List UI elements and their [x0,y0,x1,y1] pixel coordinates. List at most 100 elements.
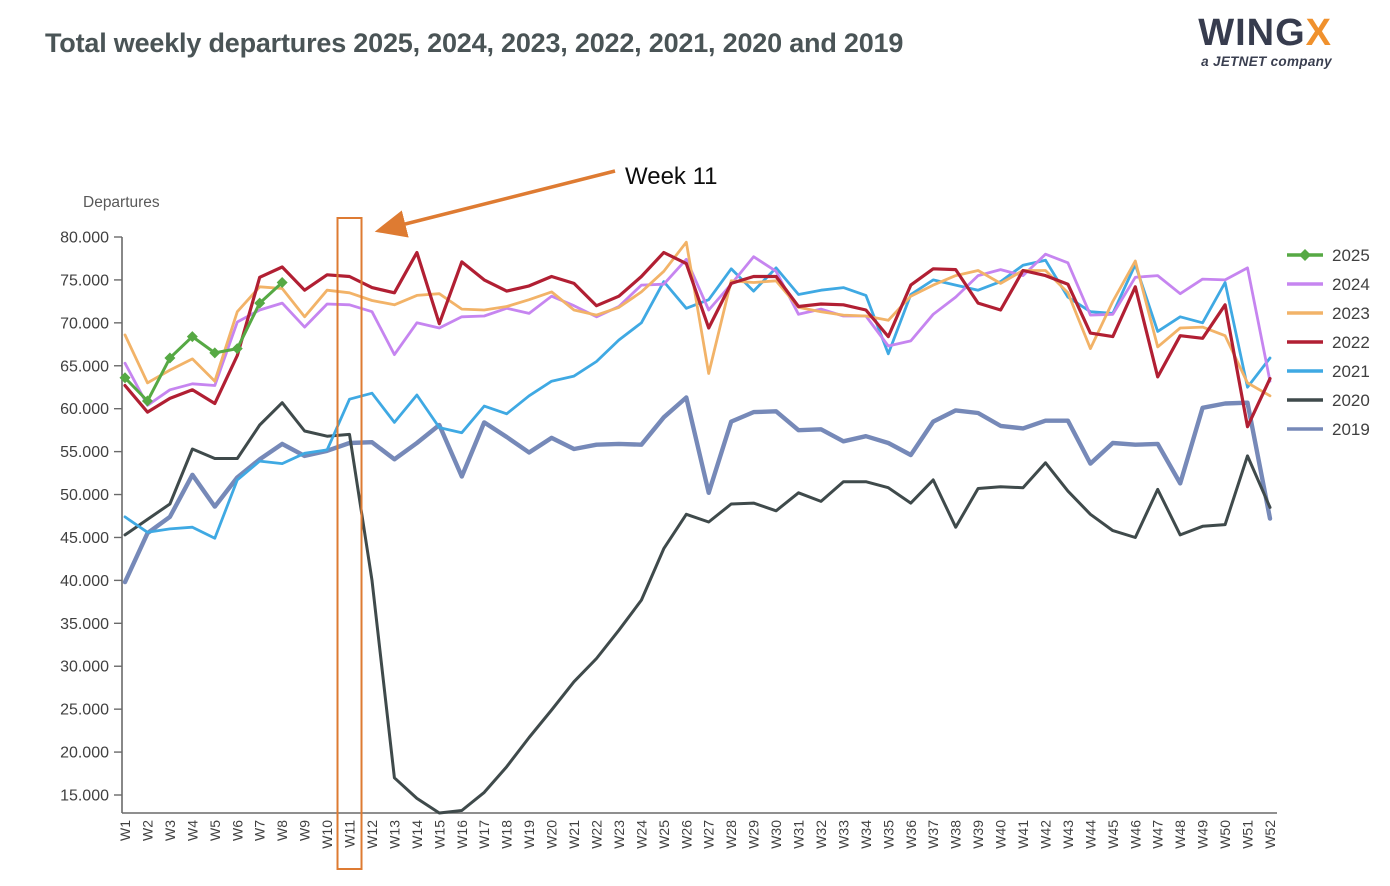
x-tick-label: W22 [588,820,604,849]
x-tick-label: W51 [1240,820,1256,849]
wingx-wordmark: WINGX [1198,14,1332,52]
x-tick-label: W8 [274,820,290,841]
y-tick-label: 20.000 [60,745,109,762]
legend-marker-2025 [1299,249,1311,261]
x-tick-label: W42 [1037,820,1053,849]
series-line-2022 [123,250,1272,429]
x-tick-label: W38 [948,820,964,849]
legend-label-2025: 2025 [1332,246,1370,265]
y-axis-title: Departures [83,194,160,211]
y-tick-label: 35.000 [60,616,109,633]
week11-annotation: Week 11 [336,163,718,870]
legend-label-2019: 2019 [1332,420,1370,439]
x-tick-label: W41 [1015,820,1031,849]
x-tick-label: W36 [903,820,919,849]
x-tick-label: W35 [880,820,896,849]
x-tick-label: W6 [229,820,245,841]
x-tick-label: W47 [1150,820,1166,849]
legend-label-2024: 2024 [1332,275,1370,294]
y-tick-label: 50.000 [60,487,109,504]
x-tick-label: W21 [566,820,582,849]
y-tick-label: 15.000 [60,788,109,805]
x-tick-label: W48 [1172,820,1188,849]
x-tick-label: W11 [342,820,358,848]
x-tick-label: W15 [431,820,447,849]
wingx-wordmark-x: X [1305,12,1332,54]
x-tick-label: W4 [184,820,200,841]
x-tick-label: W33 [835,820,851,849]
x-tick-label: W14 [409,820,425,849]
x-tick-label: W39 [970,820,986,849]
legend-label-2021: 2021 [1332,362,1370,381]
series-line-2023 [123,240,1272,398]
x-tick-label: W18 [499,820,515,849]
week11-arrow [374,169,616,238]
series-marker-2025 [254,297,266,309]
wingx-logo: WINGX a JETNET company [1198,14,1332,69]
x-tick-label: W23 [611,820,627,849]
series-marker-2025 [119,372,131,384]
series-marker-2025 [186,331,198,343]
series-marker-2025 [164,352,176,364]
x-tick-label: W50 [1217,820,1233,849]
x-tick-label: W10 [319,820,335,849]
x-tick-label: W43 [1060,820,1076,849]
wingx-wordmark-prefix: WING [1198,12,1306,54]
x-tick-label: W27 [701,820,717,849]
logo-tagline: a JETNET company [1201,54,1332,69]
y-tick-label: 65.000 [60,358,109,375]
y-tick-label: 25.000 [60,702,109,719]
series-marker-2025 [141,395,153,407]
y-tick-label: 55.000 [60,444,109,461]
y-tick-label: 40.000 [60,573,109,590]
x-tick-label: W1 [117,820,133,841]
x-tick-label: W25 [656,820,672,849]
legend-label-2020: 2020 [1332,391,1370,410]
x-tick-label: W40 [993,820,1009,849]
x-tick-label: W19 [521,820,537,849]
y-tick-label: 70.000 [60,315,109,332]
y-tick-label: 80.000 [60,230,109,247]
x-tick-label: W13 [386,820,402,849]
x-tick-label: W7 [252,820,268,841]
series-line-2020 [123,401,1272,815]
x-tick-label: W29 [746,820,762,849]
x-tick-label: W32 [813,820,829,849]
week11-highlight-box [336,217,363,870]
series-marker-2025 [231,343,243,355]
x-tick-label: W37 [925,820,941,849]
series-lines [119,240,1273,815]
x-tick-label: W2 [139,820,155,841]
x-tick-label: W49 [1195,820,1211,849]
legend-label-2023: 2023 [1332,304,1370,323]
x-tick-label: W5 [207,820,223,841]
x-tick-label: W16 [454,820,470,849]
x-tick-label: W34 [858,820,874,849]
x-tick-label: W30 [768,820,784,849]
x-tick-label: W44 [1082,820,1098,849]
x-tick-label: W28 [723,820,739,849]
legend-label-2022: 2022 [1332,333,1370,352]
series-line-2024 [123,252,1272,407]
y-tick-label: 75.000 [60,272,109,289]
x-tick-label: W9 [297,820,313,841]
x-tick-label: W46 [1127,820,1143,849]
x-tick-label: W20 [544,820,560,849]
x-tick-label: W3 [162,820,178,841]
week11-annotation-label: Week 11 [625,163,718,190]
series-line-2025 [123,281,284,403]
x-axis-labels: W1 W2 W3 W4 W5 W6 W7 W8 W9 W10 W11 W12 W13 W14 W15 W16 W… [117,820,1278,849]
axes: 15.000 20.000 25.000 30.000 35.000 40.000 45.0… [60,230,1277,814]
x-tick-label: W31 [791,820,807,849]
x-tick-label: W45 [1105,820,1121,849]
y-tick-label: 45.000 [60,530,109,547]
x-tick-label: W17 [476,820,492,849]
x-tick-label: W26 [678,820,694,849]
x-tick-label: W24 [633,820,649,849]
x-tick-label: W52 [1262,820,1278,849]
page-title: Total weekly departures 2025, 2024, 2023… [45,28,904,58]
series-marker-2025 [209,347,221,359]
legend: 2025 2024 2023 2022 2021 2020 2019 [1287,246,1370,439]
x-tick-label: W12 [364,820,380,849]
